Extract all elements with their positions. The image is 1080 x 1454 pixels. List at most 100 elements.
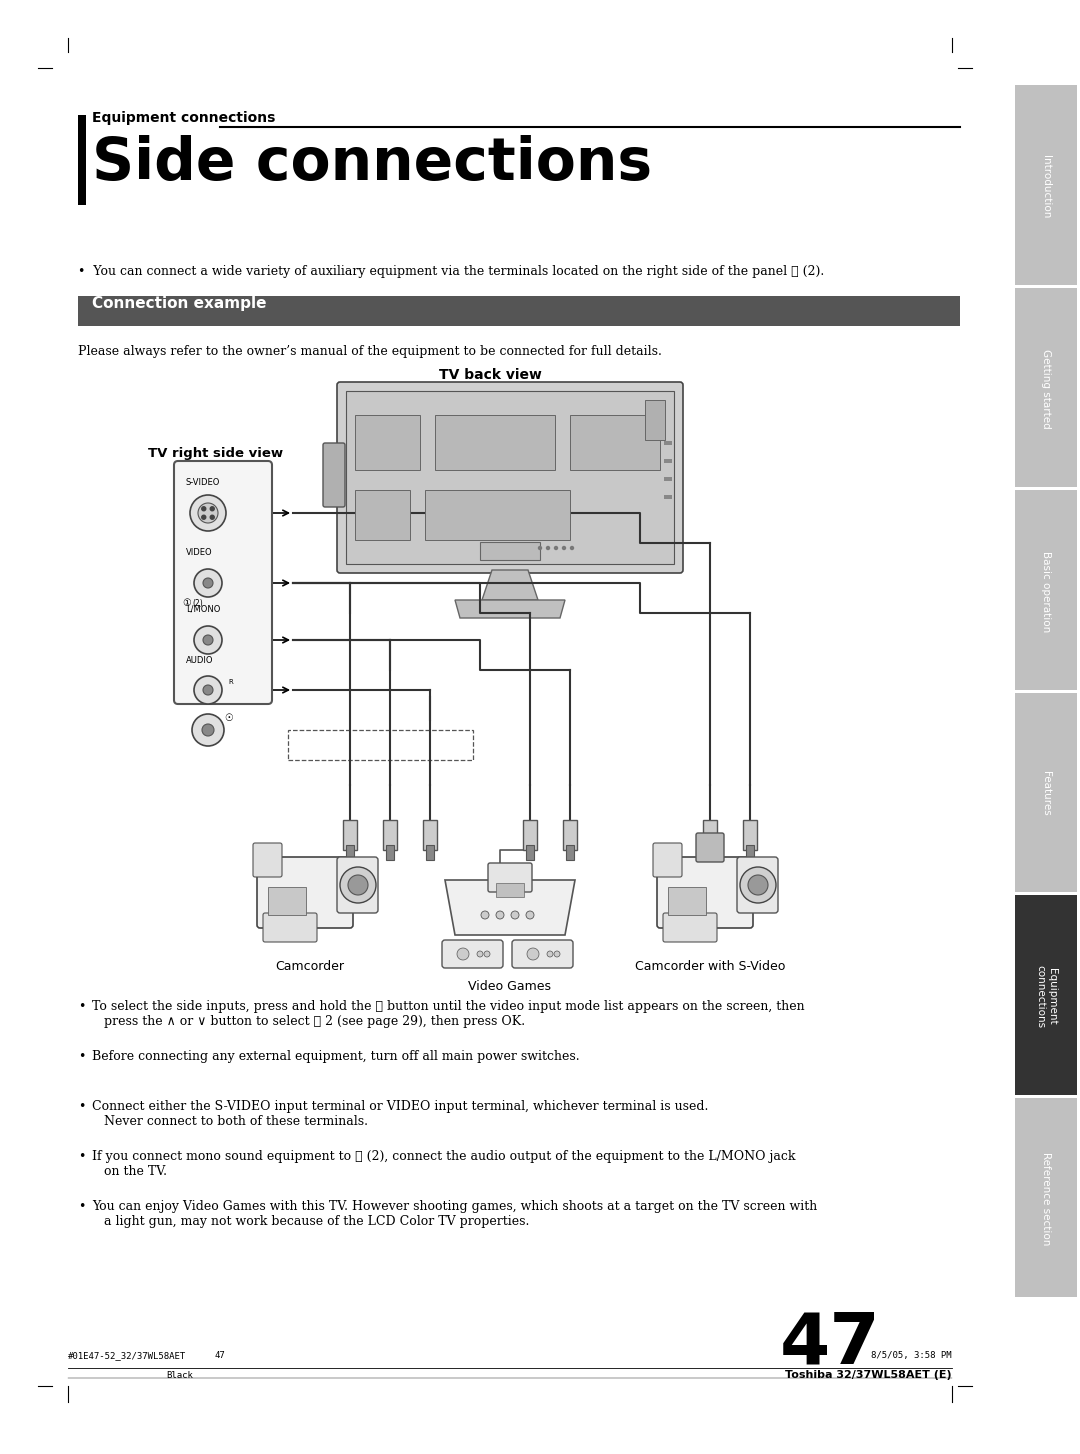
Bar — [346, 391, 674, 564]
FancyBboxPatch shape — [657, 856, 753, 928]
Circle shape — [527, 948, 539, 960]
Text: (2): (2) — [192, 599, 203, 608]
Text: Before connecting any external equipment, turn off all main power switches.: Before connecting any external equipment… — [92, 1050, 580, 1063]
Text: Black: Black — [166, 1371, 193, 1380]
Bar — [703, 820, 717, 851]
Text: 8/5/05, 3:58 PM: 8/5/05, 3:58 PM — [872, 1351, 951, 1359]
Text: Getting started: Getting started — [1041, 349, 1051, 429]
Circle shape — [748, 875, 768, 896]
Text: You can enjoy Video Games with this TV. However shooting games, which shoots at : You can enjoy Video Games with this TV. … — [92, 1200, 818, 1229]
Bar — [288, 730, 473, 760]
Text: TV back view: TV back view — [438, 368, 541, 382]
FancyBboxPatch shape — [174, 461, 272, 704]
Bar — [426, 845, 434, 859]
Circle shape — [481, 912, 489, 919]
Bar — [343, 820, 357, 851]
Circle shape — [740, 867, 777, 903]
Bar — [570, 414, 660, 470]
Bar — [746, 845, 754, 859]
Bar — [268, 887, 306, 915]
Text: S-VIDEO: S-VIDEO — [186, 478, 220, 487]
FancyBboxPatch shape — [512, 939, 573, 968]
Text: Introduction: Introduction — [1041, 154, 1051, 218]
Text: •: • — [78, 1050, 85, 1063]
Circle shape — [194, 569, 222, 598]
FancyBboxPatch shape — [337, 382, 683, 573]
Circle shape — [203, 685, 213, 695]
Text: ☉: ☉ — [224, 712, 233, 723]
Circle shape — [477, 951, 483, 957]
Text: If you connect mono sound equipment to ① (2), connect the audio output of the eq: If you connect mono sound equipment to ①… — [92, 1150, 796, 1178]
Circle shape — [211, 515, 214, 519]
Polygon shape — [445, 880, 575, 935]
FancyBboxPatch shape — [653, 843, 681, 877]
Bar — [435, 414, 555, 470]
Bar — [1015, 1098, 1077, 1297]
Circle shape — [457, 948, 469, 960]
Bar — [78, 297, 960, 326]
Text: To select the side inputs, press and hold the ① button until the video input mod: To select the side inputs, press and hol… — [92, 1000, 805, 1028]
FancyBboxPatch shape — [696, 833, 724, 862]
Circle shape — [190, 494, 226, 531]
Text: AUDIO: AUDIO — [186, 656, 214, 664]
Text: #01E47-52_32/37WL58AET: #01E47-52_32/37WL58AET — [68, 1351, 186, 1359]
Bar — [566, 845, 573, 859]
Bar — [1015, 288, 1077, 487]
Circle shape — [554, 951, 561, 957]
Bar — [423, 820, 437, 851]
Circle shape — [511, 912, 519, 919]
Circle shape — [546, 547, 550, 550]
Text: 47: 47 — [215, 1351, 226, 1359]
Circle shape — [570, 547, 573, 550]
Text: •: • — [78, 1000, 85, 1013]
Bar — [1015, 84, 1077, 285]
Text: Connect either the S-VIDEO input terminal or VIDEO input terminal, whichever ter: Connect either the S-VIDEO input termina… — [92, 1101, 708, 1128]
Text: •: • — [78, 1200, 85, 1213]
FancyBboxPatch shape — [442, 939, 503, 968]
Text: •  You can connect a wide variety of auxiliary equipment via the terminals locat: • You can connect a wide variety of auxi… — [78, 265, 824, 278]
Text: TV right side view: TV right side view — [148, 446, 283, 459]
Circle shape — [202, 515, 206, 519]
Circle shape — [194, 676, 222, 704]
Text: Equipment connections: Equipment connections — [92, 111, 275, 125]
Circle shape — [496, 912, 504, 919]
Circle shape — [484, 951, 490, 957]
Circle shape — [546, 951, 553, 957]
Circle shape — [198, 503, 218, 523]
Text: Equipment
connections: Equipment connections — [1036, 964, 1057, 1028]
Bar — [664, 477, 672, 481]
Circle shape — [211, 507, 214, 510]
Text: L/MONO: L/MONO — [186, 603, 220, 614]
FancyBboxPatch shape — [663, 913, 717, 942]
Text: VIDEO: VIDEO — [186, 548, 213, 557]
Circle shape — [554, 547, 557, 550]
Circle shape — [539, 547, 541, 550]
Bar — [496, 883, 524, 897]
Bar — [664, 441, 672, 445]
Bar — [743, 820, 757, 851]
Circle shape — [202, 724, 214, 736]
FancyBboxPatch shape — [737, 856, 778, 913]
Bar — [346, 845, 354, 859]
Bar — [1015, 692, 1077, 891]
Bar — [669, 887, 706, 915]
Circle shape — [203, 579, 213, 587]
Text: Reference section: Reference section — [1041, 1152, 1051, 1246]
Text: Please always refer to the owner’s manual of the equipment to be connected for f: Please always refer to the owner’s manua… — [78, 345, 662, 358]
Bar — [1015, 896, 1077, 1095]
Text: Connection example: Connection example — [92, 297, 267, 311]
FancyBboxPatch shape — [253, 843, 282, 877]
Text: 47: 47 — [780, 1310, 880, 1378]
Bar — [1015, 490, 1077, 689]
Bar — [355, 490, 410, 539]
Circle shape — [563, 547, 566, 550]
Text: Basic operation: Basic operation — [1041, 551, 1051, 632]
Bar — [523, 820, 537, 851]
Bar — [383, 820, 397, 851]
Bar — [355, 414, 420, 470]
Bar — [526, 845, 534, 859]
Text: Toshiba 32/37WL58AET (E): Toshiba 32/37WL58AET (E) — [785, 1370, 951, 1380]
FancyBboxPatch shape — [337, 856, 378, 913]
Bar — [78, 115, 86, 205]
Circle shape — [340, 867, 376, 903]
